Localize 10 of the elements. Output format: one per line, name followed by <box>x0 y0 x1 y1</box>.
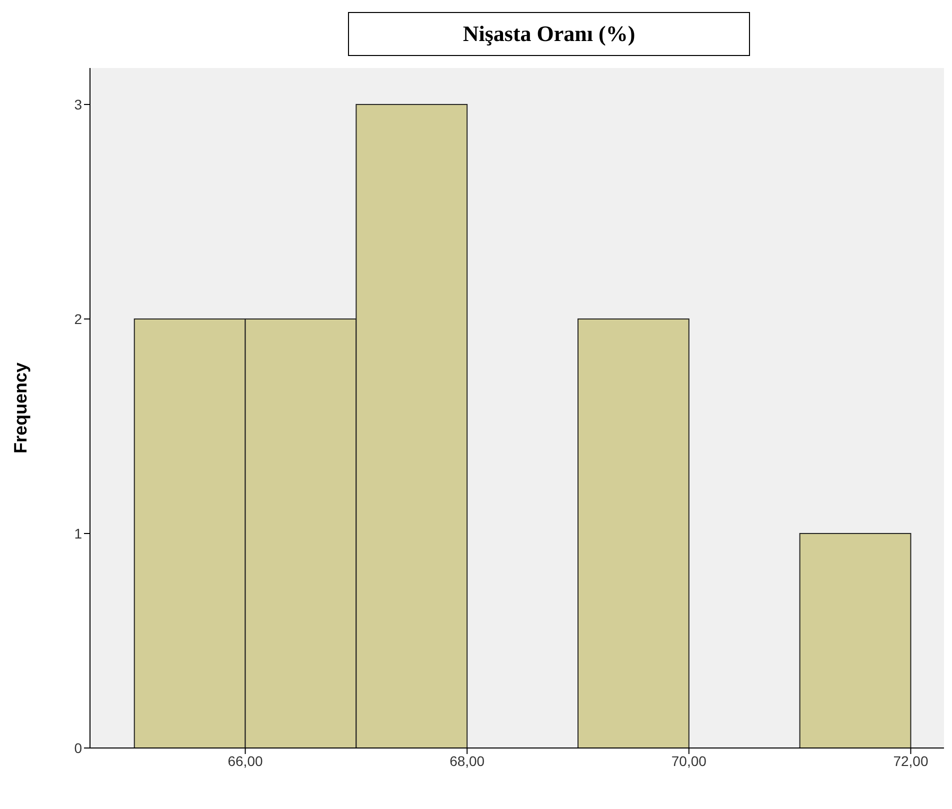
y-axis-title: Frequency <box>10 362 30 454</box>
y-tick-label: 1 <box>74 525 82 542</box>
y-tick-label: 3 <box>74 96 82 112</box>
x-tick-label: 72,00 <box>893 752 928 769</box>
y-tick-label: 0 <box>74 740 82 756</box>
x-tick-label: 68,00 <box>450 752 485 769</box>
x-tick-label: 66,00 <box>228 752 263 769</box>
y-tick-label: 2 <box>74 310 82 327</box>
x-tick-label: 70,00 <box>671 752 707 769</box>
chart-title: Nişasta Oranı (%) <box>348 12 750 56</box>
